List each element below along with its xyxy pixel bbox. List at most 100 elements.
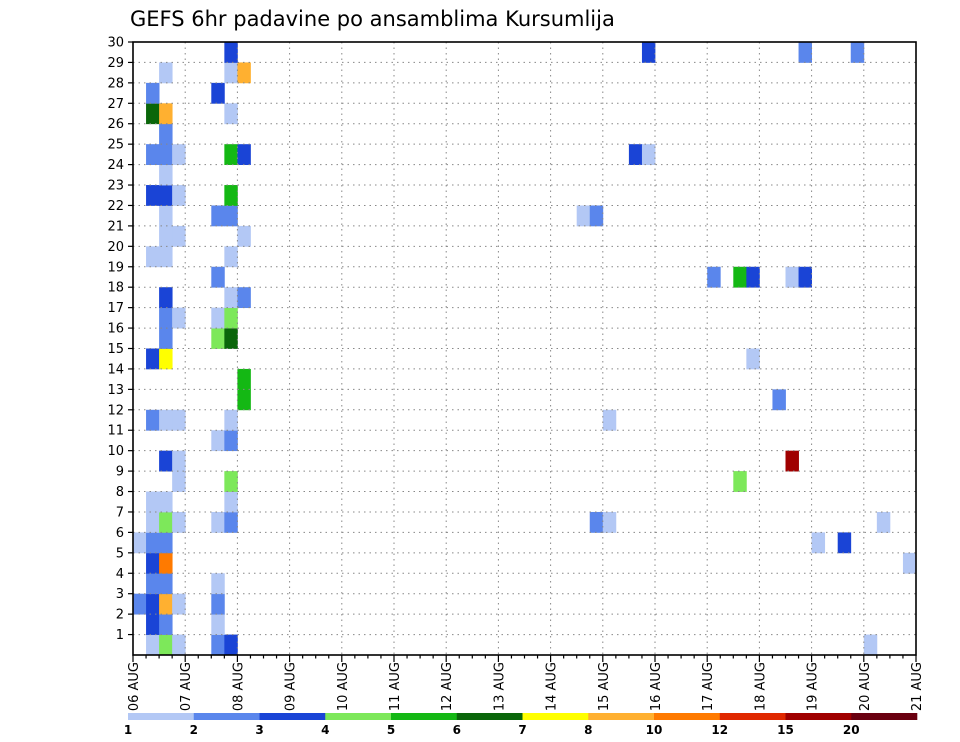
x-tick-label: 12 AUG (440, 662, 455, 711)
heatmap-cell (146, 103, 160, 125)
y-tick-label: 20 (107, 240, 124, 255)
heatmap-cells (133, 42, 917, 656)
y-tick-label: 6 (116, 526, 124, 541)
heatmap-cell (146, 552, 160, 574)
y-tick-label: 13 (107, 383, 124, 398)
y-tick-label: 3 (116, 587, 124, 602)
colorbar-swatch (193, 713, 260, 720)
heatmap-cell (159, 164, 173, 186)
heatmap-cell (159, 185, 173, 206)
heatmap-cell (146, 634, 160, 656)
heatmap-cell (902, 552, 917, 574)
x-tick-label: 21 AUG (910, 662, 925, 711)
x-tick-label: 08 AUG (231, 662, 246, 711)
x-tick-label: 16 AUG (649, 662, 664, 711)
y-tick-label: 1 (116, 628, 124, 643)
heatmap-cell (146, 144, 160, 165)
heatmap-cell (211, 307, 225, 329)
heatmap-cell (146, 511, 160, 533)
colorbar-swatch (522, 713, 589, 720)
heatmap-cell (159, 593, 173, 615)
x-tick-label: 20 AUG (858, 662, 873, 711)
heatmap-cell (589, 205, 604, 227)
x-tick-label: 11 AUG (388, 662, 403, 711)
grid-lines (133, 42, 916, 655)
heatmap-cell (172, 409, 186, 431)
heatmap-cell (159, 409, 173, 431)
heatmap-cell (224, 287, 238, 309)
heatmap-cell (224, 205, 238, 227)
colorbar: 1 2 3 4 5 6 7 8 10 12 15 20 (124, 713, 918, 737)
y-tick-label: 8 (116, 485, 124, 500)
y-tick-label: 26 (107, 117, 124, 132)
heatmap-cell (707, 266, 721, 288)
heatmap-cell (146, 491, 160, 513)
y-tick-label: 5 (116, 546, 124, 561)
heatmap-cell (850, 42, 865, 63)
y-tick-label: 9 (116, 465, 124, 480)
colorbar-label: 3 (255, 723, 263, 737)
heatmap-cell (785, 266, 799, 288)
heatmap-cell (211, 266, 225, 288)
heatmap-cell (798, 266, 812, 288)
colorbar-label: 1 (124, 723, 132, 737)
heatmap-cell (224, 430, 238, 452)
heatmap-cell (237, 144, 251, 165)
colorbar-swatch (851, 713, 918, 720)
x-tick-label: 09 AUG (284, 662, 299, 711)
heatmap-cell (211, 593, 225, 615)
heatmap-cell (876, 511, 891, 533)
heatmap-cell (172, 185, 186, 206)
y-tick-label: 22 (107, 199, 124, 214)
y-tick-label: 16 (107, 322, 124, 337)
y-tick-label: 15 (107, 342, 124, 357)
heatmap-cell (772, 389, 786, 411)
heatmap-cell (159, 307, 173, 329)
heatmap-cell (146, 348, 160, 370)
heatmap-cell (146, 82, 160, 104)
y-axis: 1234567891011121314151617181920212223242… (107, 36, 133, 643)
x-tick-label: 19 AUG (806, 662, 821, 711)
y-tick-label: 10 (107, 444, 124, 459)
y-tick-label: 28 (107, 76, 124, 91)
heatmap-cell (237, 368, 251, 390)
y-tick-label: 24 (107, 158, 124, 173)
heatmap-cell (159, 246, 173, 268)
y-tick-label: 14 (107, 362, 124, 377)
y-tick-label: 29 (107, 56, 124, 71)
heatmap-cell (211, 205, 225, 227)
y-tick-label: 11 (107, 424, 124, 439)
heatmap-cell (628, 144, 643, 165)
heatmap-cell (224, 307, 238, 329)
colorbar-label: 5 (387, 723, 395, 737)
heatmap-cell (159, 205, 173, 227)
heatmap-cell (133, 593, 147, 615)
heatmap-cell (237, 287, 251, 309)
heatmap-cell (146, 593, 160, 615)
heatmap-cell (211, 511, 225, 533)
heatmap-cell (224, 42, 238, 63)
colorbar-label: 8 (584, 723, 592, 737)
heatmap-cell (159, 62, 173, 84)
heatmap-cell (146, 185, 160, 206)
colorbar-label: 2 (190, 723, 198, 737)
colorbar-label: 20 (843, 723, 860, 737)
y-tick-label: 2 (116, 608, 124, 623)
colorbar-label: 7 (518, 723, 526, 737)
y-tick-label: 4 (116, 567, 124, 582)
heatmap-cell (159, 225, 173, 247)
heatmap-cell (172, 593, 186, 615)
heatmap-cell (224, 634, 238, 656)
heatmap-cell (159, 532, 173, 554)
colorbar-swatch (719, 713, 786, 720)
x-tick-label: 13 AUG (492, 662, 507, 711)
colorbar-swatch (588, 713, 655, 720)
heatmap-cell (159, 103, 173, 125)
heatmap-cell (746, 348, 760, 370)
heatmap-cell (159, 328, 173, 349)
heatmap-cell (159, 552, 173, 574)
colorbar-swatch (785, 713, 852, 720)
heatmap-cell (746, 266, 760, 288)
heatmap-cell (146, 409, 160, 431)
